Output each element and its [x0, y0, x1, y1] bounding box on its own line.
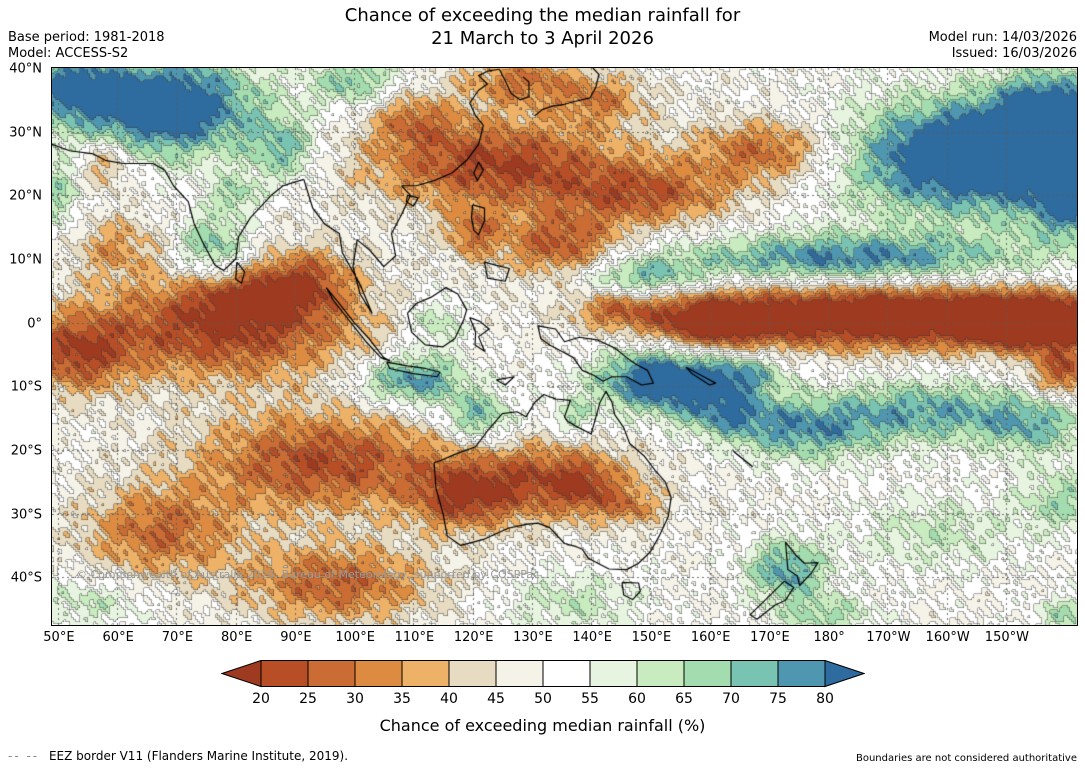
lon-tick-label: 120°E	[453, 630, 494, 645]
colorbar-segment	[636, 660, 684, 687]
lat-tick-label: 30°S	[10, 507, 42, 523]
lon-tick-label: 130°E	[513, 630, 553, 645]
colorbar-tick-label: 70	[722, 691, 740, 707]
model-run-label: Model run: 14/03/2026	[928, 30, 1077, 45]
base-period-label: Base period: 1981-2018	[8, 30, 165, 45]
colorbar-tick-label: 20	[252, 691, 270, 707]
colorbar-segment	[589, 660, 637, 687]
colorbar-segment	[777, 660, 825, 687]
colorbar-tick-label: 30	[346, 691, 364, 707]
lon-tick-label: 160°E	[690, 630, 731, 645]
lon-tick-label: 170°W	[866, 630, 911, 645]
colorbar-tick-label: 75	[769, 691, 787, 707]
colorbar-tick-label: 80	[816, 691, 834, 707]
longitude-axis: 50°E 60°E 70°E 80°E 90°E 100°E 110°E 120°E 130°E…	[43, 630, 1077, 648]
colorbar-segment	[401, 660, 449, 687]
lat-tick-label: 20°S	[10, 443, 42, 459]
colorbar-tick-label: 35	[393, 691, 411, 707]
colorbar-arrow	[219, 659, 261, 688]
title-line-2: 21 March to 3 April 2026	[431, 28, 654, 50]
colorbar-segment	[730, 660, 778, 687]
lat-tick-label: 20°N	[9, 188, 42, 204]
colorbar-segment	[683, 660, 731, 687]
colorbar-tick-label: 55	[581, 691, 599, 707]
lon-tick-label: 140°E	[572, 630, 612, 645]
disclaimer: Boundaries are not considered authoritat…	[855, 753, 1077, 764]
colorbar-arrow	[824, 659, 866, 688]
colorbar-tick-label: 40	[440, 691, 458, 707]
lat-tick-label: 40°S	[10, 570, 42, 586]
lat-tick-label: 10°S	[10, 379, 42, 395]
eez-note: -- -- EEZ border V11 (Flanders Marine In…	[8, 749, 348, 763]
lon-tick-label: 70°E	[161, 630, 194, 645]
lon-tick-label: 170°E	[750, 630, 790, 645]
lon-tick-label: 150°E	[631, 630, 672, 645]
lon-tick-label: 80°E	[221, 630, 253, 645]
lon-tick-label: 60°E	[102, 630, 134, 645]
colorbar-segment	[542, 660, 590, 687]
map-frame: © Commonwealth of Australia 2026, Bureau…	[51, 67, 1078, 626]
lon-tick-label: 110°E	[394, 630, 435, 645]
colorbar-segment	[448, 660, 496, 687]
colorbar-segment	[307, 660, 355, 687]
copyright-note: © Commonwealth of Australia 2026, Bureau…	[76, 568, 540, 581]
lon-tick-label: 180°	[813, 630, 845, 645]
colorbar-tick-label: 45	[487, 691, 505, 707]
lon-tick-label: 50°E	[43, 630, 75, 645]
eez-line-sample: -- --	[8, 749, 40, 763]
lon-tick-label: 90°E	[280, 630, 312, 645]
colorbar-tick-label: 25	[299, 691, 317, 707]
lat-tick-label: 40°N	[9, 61, 42, 77]
colorbar-scale: 20 25 30 35 40 45 50 55 60 65 70 75 80	[219, 659, 866, 707]
colorbar-tick-label: 50	[534, 691, 552, 707]
lon-tick-label: 150°W	[984, 630, 1029, 645]
title-line-1: Chance of exceeding the median rainfall …	[344, 5, 741, 26]
colorbar-title: Chance of exceeding median rainfall (%)	[379, 716, 706, 735]
issued-label: Issued: 16/03/2026	[951, 46, 1077, 62]
latitude-axis: 40°N 30°N 20°N 10°N 0° 10°S 20°S 30°S 40°S	[0, 62, 46, 625]
colorbar-segment	[260, 660, 308, 687]
lon-tick-label: 160°W	[925, 630, 970, 645]
run-info: Model run: 14/03/2026 Issued: 16/03/2026	[929, 30, 1077, 63]
lat-tick-label: 30°N	[9, 125, 42, 141]
lat-tick-label: 10°N	[9, 252, 42, 268]
colorbar-tick-label: 65	[675, 691, 693, 707]
colorbar: 20 25 30 35 40 45 50 55 60 65 70 75 80	[0, 659, 1085, 711]
eez-note-text: EEZ border V11 (Flanders Marine Institut…	[48, 749, 349, 763]
lon-tick-label: 100°E	[335, 630, 375, 645]
rainfall-probability-map	[52, 68, 1077, 625]
colorbar-segment	[495, 660, 543, 687]
model-label: Model: ACCESS-S2	[8, 46, 129, 62]
colorbar-tick-label: 60	[628, 691, 646, 707]
lat-tick-label: 0°	[27, 316, 42, 332]
page-title: Chance of exceeding the median rainfall …	[0, 4, 1085, 51]
colorbar-segment	[354, 660, 402, 687]
model-info: Base period: 1981-2018 Model: ACCESS-S2	[8, 30, 165, 63]
